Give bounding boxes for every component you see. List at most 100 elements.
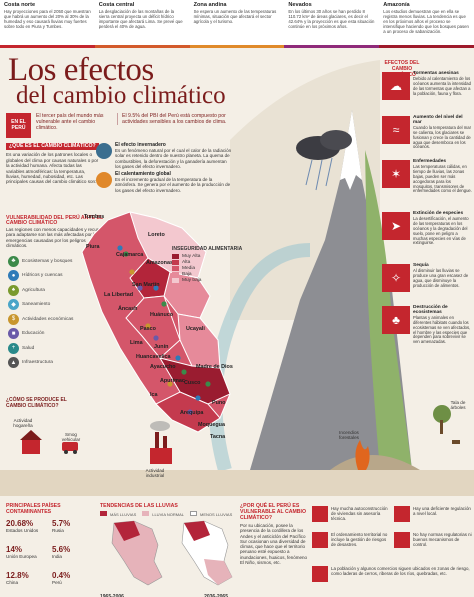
swatch — [172, 278, 179, 283]
country-eu: 14% Unión Europea — [6, 546, 37, 560]
map-label: Huánuco — [150, 312, 174, 318]
warming-text: Es el incremento gradual de la temperatu… — [115, 177, 231, 193]
act-industry: Actividad industrial — [138, 468, 172, 479]
map-label: Piura — [86, 244, 100, 250]
hill-house-icon — [312, 566, 328, 582]
dry-tree-icon: ✧ — [382, 264, 410, 292]
legend-label: Agricultura — [22, 287, 45, 293]
map-label: Tacna — [210, 434, 226, 440]
effect-title: Extinción de especies — [413, 211, 464, 216]
factor-text: No hay normas regulatorias ni buenos mec… — [413, 532, 472, 548]
legend-label: Saneamiento — [22, 302, 51, 308]
act-label: Actividad industrial — [145, 468, 165, 479]
factor-text: Hay mucha autoconstrucción de viviendas … — [331, 506, 388, 522]
rain-periods: 1965-2006 2036-2065 — [100, 594, 228, 597]
storm-cloud-icon: ☁ — [382, 72, 410, 100]
rain-trends-section: TENDENCIAS DE LAS LLUVIAS MÁS LLUVIAS LL… — [100, 503, 240, 597]
mosquito-icon: ✶ — [382, 160, 410, 188]
legend-label: Actividades económicas — [22, 316, 74, 322]
why-text: Por su ubicación, posee la presencia de … — [240, 523, 308, 566]
effect-title: Sequía — [413, 263, 429, 268]
top-title: Costa central — [98, 2, 135, 8]
act-label: Smog vehicular — [61, 432, 81, 443]
vulnerability-section: VULNERABILIDAD DEL PERÚ ANTE EL CAMBIO C… — [6, 215, 106, 248]
waves-icon: ≈ — [382, 116, 410, 144]
house-icon — [312, 506, 328, 522]
top-nevados: Nevados En los últimos 30 años se han per… — [284, 0, 380, 48]
rain-legend-item: MÁS LLUVIAS — [100, 511, 136, 517]
greenhouse-icon — [96, 143, 112, 159]
polluters-heading: PRINCIPALES PAÍSES CONTAMINANTES — [6, 503, 61, 515]
map-label: Ayacucho — [150, 364, 176, 370]
country-name: Unión Europea — [6, 554, 37, 559]
building-icon: ▲ — [8, 357, 19, 369]
period-label: 2036-2065 — [204, 594, 228, 597]
food-insecurity-title: INSEGURIDAD ALIMENTARIA — [172, 246, 243, 252]
period-label: 1965-2006 — [100, 594, 124, 597]
swatch — [172, 266, 179, 271]
legend-row: Media — [172, 266, 242, 271]
map-label: Ica — [150, 392, 158, 398]
country-india: 5.6% India — [52, 546, 70, 560]
vulnerability-legend: ♣ Ecosistemas y bosques ● Hídricos y cuenc… — [8, 254, 78, 370]
legend-label: Infraestructura — [22, 360, 53, 366]
effect-drought: ✧ Sequía Al disminuir las lluvias se produ… — [382, 263, 472, 292]
effect-ecosystems: ♣ Destrucción de ecosistemas Plantas y ani… — [382, 305, 472, 345]
act-label: Incendios forestales — [339, 430, 359, 441]
effect-text: La desertificación, el aumento de las te… — [413, 215, 469, 246]
rain-heading: TENDENCIAS DE LAS LLUVIAS — [100, 503, 178, 509]
effect-title: Enfermedades — [413, 159, 447, 164]
effect-title: Tormentas asesinas — [413, 71, 459, 76]
effect-text: Plantas y animales en diferentes hábitat… — [413, 314, 471, 345]
vulnerability-heading: VULNERABILIDAD DEL PERÚ ANTE EL CAMBIO C… — [6, 215, 104, 227]
country-pct: 5.7% — [52, 519, 71, 528]
top-costa-central: Costa central La desglaciación de las mon… — [94, 0, 190, 48]
causes-section: El efecto invernadero Es un fenómeno natu… — [96, 142, 232, 196]
effect-sea-level: ≈ Aumento del nivel del mar Cuando la temp… — [382, 115, 472, 150]
how-heading: ¿CÓMO SE PRODUCE EL CAMBIO CLIMÁTICO? — [6, 397, 67, 409]
country-pct: 5.6% — [52, 545, 71, 554]
factor-text: El ordenamiento territorial no incluye l… — [331, 532, 388, 548]
swatch — [172, 260, 179, 265]
book-icon: ■ — [8, 328, 19, 340]
intro-vulnerable: El tercer país del mundo más vulnerable … — [36, 113, 104, 131]
top-text: Los estudios demuestran que en ella se r… — [383, 9, 469, 34]
factor-row: La población y algunos comercios siguen … — [312, 566, 472, 582]
legend-item: $ Actividades económicas — [8, 312, 78, 327]
legend-label: Educación — [22, 331, 45, 337]
country-pct: 12.8% — [6, 571, 29, 580]
health-cross-icon: + — [8, 342, 19, 354]
country-name: Rusia — [52, 528, 64, 533]
greenhouse-title: El efecto invernadero — [115, 142, 166, 148]
effect-text: Debido al calentamiento de los océanos a… — [413, 75, 471, 96]
rain-legend-label: MENOS LLUVIAS — [200, 512, 233, 517]
thermometer-icon — [96, 172, 112, 189]
map-label: San Martín — [132, 282, 160, 288]
effect-diseases: ✶ Enfermedades Las temperaturas cálidas, e… — [382, 159, 472, 194]
country-peru: 0.4% Perú — [52, 572, 70, 586]
document-icon — [394, 506, 410, 522]
top-text: La desglaciación de las montañas de la s… — [98, 9, 183, 29]
swatch — [172, 254, 179, 259]
effect-text: Las temperaturas cálidas, en tiempo de l… — [413, 163, 472, 194]
rain-maps — [111, 520, 233, 586]
legend-row: Muy baja — [172, 278, 242, 283]
map-label: Loreto — [148, 232, 165, 238]
warming-block: El calentamiento global Es el incremento … — [96, 171, 232, 193]
legend-label: Muy Alta — [182, 254, 201, 259]
map-label: Apurímac — [160, 378, 185, 384]
greenhouse-text: Es un fenómeno natural por el cual el ca… — [115, 148, 232, 169]
map-label: Moquegua — [198, 422, 225, 428]
country-name: Perú — [52, 580, 62, 585]
legend-label: Salud — [22, 345, 35, 351]
map-label: Madre de Dios — [196, 364, 233, 370]
act-label: Tala de árboles — [450, 400, 466, 411]
top-costa-norte: Costa norte Hay proyecciones para el 2050… — [0, 0, 95, 48]
rain-legend-item: LLUVIA NORMAL — [142, 511, 184, 517]
map-label: Puno — [212, 400, 226, 406]
factor-row: Hay mucha autoconstrucción de viviendas … — [312, 506, 472, 522]
swatch — [172, 272, 179, 277]
legend-item: + Salud — [8, 341, 78, 356]
polluters-section: PRINCIPALES PAÍSES CONTAMINANTES — [6, 503, 96, 517]
